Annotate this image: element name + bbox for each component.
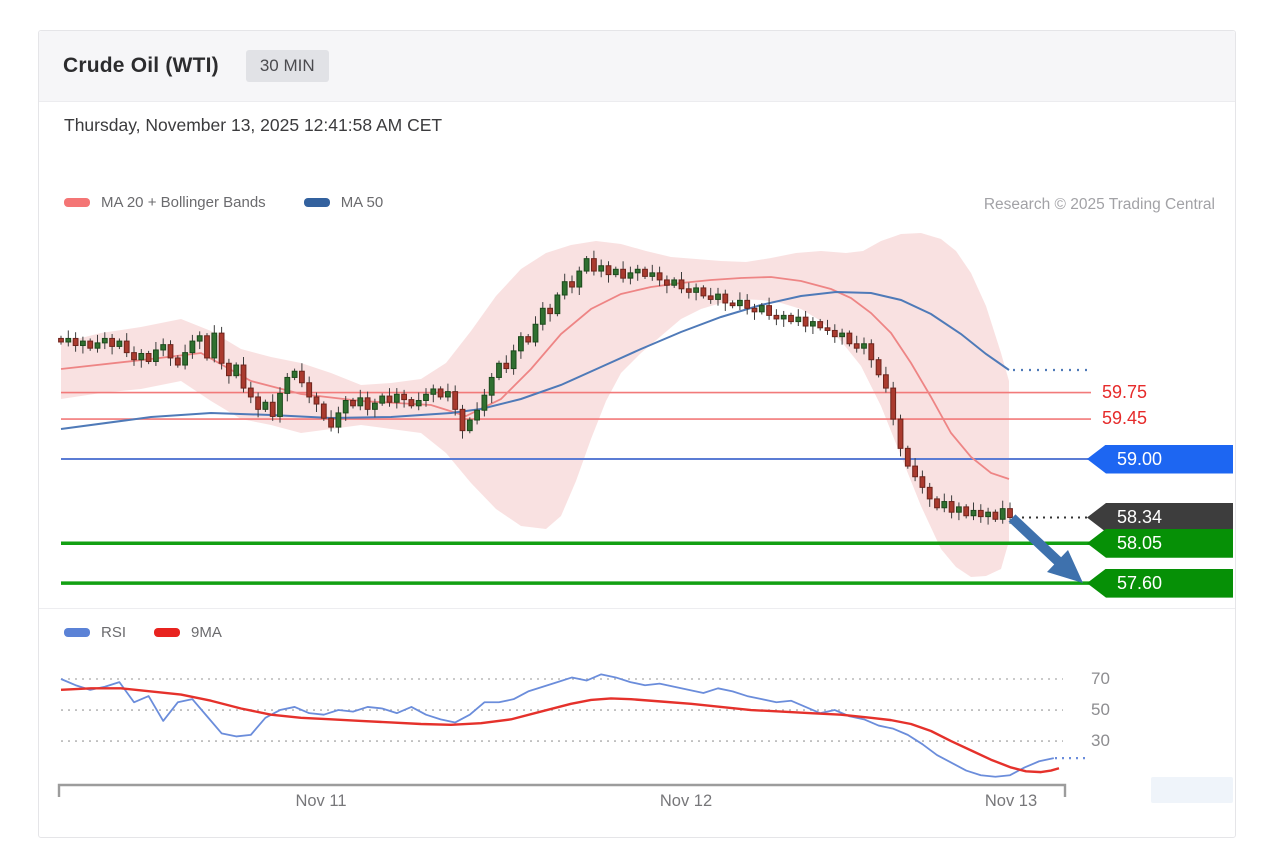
timestamp-line: Thursday, November 13, 2025 12:41:58 AM … — [64, 115, 443, 135]
legend-item-9ma: 9MA — [154, 624, 222, 641]
chart-card: Crude Oil (WTI) 30 MIN Thursday, Novembe… — [38, 30, 1236, 838]
price-tag-58.34: 58.34 — [1087, 503, 1233, 532]
x-axis-bracket — [57, 783, 1067, 797]
resistance-label-59.45: 59.45 — [1102, 408, 1148, 429]
legend-item-bollinger: MA 20 + Bollinger Bands — [64, 194, 266, 211]
rsi-axis-label-50: 50 — [1091, 700, 1110, 720]
x-axis-label-nov-11: Nov 11 — [295, 792, 347, 810]
rsi-legend: RSI 9MA — [64, 624, 250, 641]
price-tag-58.05: 58.05 — [1087, 528, 1233, 558]
rsi-legend-label: RSI — [101, 624, 127, 641]
bollinger-legend-label: MA 20 + Bollinger Bands — [101, 194, 266, 211]
legend-item-ma50: MA 50 — [303, 194, 384, 211]
forecast-arrow-shaft — [1008, 514, 1065, 568]
timeframe-badge: 30 MIN — [245, 50, 329, 82]
legend-item-rsi: RSI — [64, 624, 126, 641]
watermark — [1151, 777, 1233, 803]
research-credit: Research © 2025 Trading Central — [983, 196, 1215, 213]
x-axis-label-nov-13: Nov 13 — [984, 792, 1038, 810]
price-and-rsi-chart — [57, 233, 1091, 797]
ma50-line — [60, 290, 1010, 430]
rsi-swatch — [64, 628, 90, 637]
ma50-legend-label: MA 50 — [340, 194, 384, 211]
candles — [58, 250, 1013, 525]
resistance-label-59.75: 59.75 — [1102, 381, 1148, 402]
ma50-swatch — [303, 198, 330, 207]
price-tag-57.60: 57.60 — [1087, 568, 1233, 598]
ma9-swatch — [154, 628, 181, 637]
ma9-legend-label: 9MA — [191, 624, 222, 641]
x-axis-label-nov-12: Nov 12 — [659, 792, 713, 810]
bollinger-band-area — [61, 233, 1009, 577]
main-chart-legend: MA 20 + Bollinger Bands MA 50 — [64, 194, 421, 211]
forecast-arrow-head — [1047, 550, 1083, 583]
rsi-axis-label-30: 30 — [1091, 731, 1110, 751]
panel-divider — [39, 608, 1235, 609]
instrument-title: Crude Oil (WTI) — [63, 54, 219, 77]
rsi-axis-label-70: 70 — [1091, 669, 1110, 688]
rsi-line — [60, 673, 1054, 778]
price-tag-59.00: 59.00 — [1087, 444, 1233, 474]
bollinger-swatch — [64, 198, 90, 207]
card-header: Crude Oil (WTI) 30 MIN — [39, 31, 1235, 102]
rsi-ma9-line — [60, 687, 1060, 774]
